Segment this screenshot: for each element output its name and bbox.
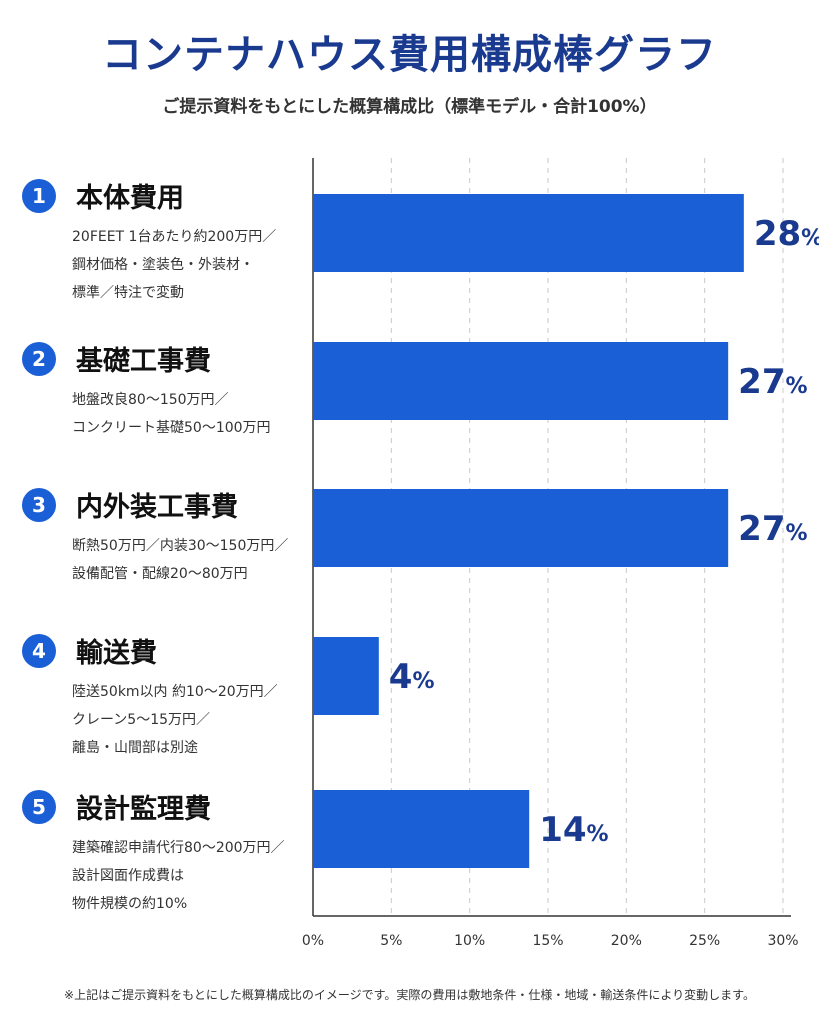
x-tick-label: 15%: [532, 933, 563, 949]
category-description: 20FEET 1台あたり約200万円／ 鋼材価格・塗装色・外装材・ 標準／特注で…: [72, 229, 277, 301]
category-description: 陸送50km以内 約10～20万円／ クレーン5～15万円／ 離島・山間部は別途: [72, 684, 278, 756]
bar: [313, 489, 729, 567]
category-name: 本体費用: [76, 183, 184, 214]
category-description: 建築確認申請代行80～200万円／ 設計図面作成費は 物件規模の約10%: [72, 840, 285, 912]
data-label: 27%: [738, 362, 807, 402]
chart-title: コンテナハウス費用構成棒グラフ: [102, 32, 717, 78]
category-item-1: 1 本体費用 20FEET 1台あたり約200万円／ 鋼材価格・塗装色・外装材・ …: [22, 176, 312, 307]
x-tick-label: 25%: [689, 933, 720, 949]
category-item-5: 5 設計監理費 建築確認申請代行80～200万円／ 設計図面作成費は 物件規模の約…: [22, 787, 312, 918]
category-number-badge: 4: [22, 633, 56, 668]
category-item-3: 3 内外装工事費 断熱50万円／内装30～150万円／ 設備配管・配線20～80万…: [22, 485, 312, 588]
footnote: ※上記はご提示資料をもとにした概算構成比のイメージです。実際の費用は敷地条件・仕…: [64, 988, 755, 1002]
category-name: 輸送費: [76, 638, 157, 669]
bar: [313, 790, 530, 868]
data-label: 27%: [738, 509, 807, 549]
x-tick-label: 30%: [767, 933, 798, 949]
x-tick-label: 5%: [380, 933, 402, 949]
category-name: 基礎工事費: [76, 346, 211, 377]
data-label: 4%: [389, 657, 435, 697]
category-number-badge: 2: [22, 341, 56, 376]
chart-subtitle: ご提示資料をもとにした概算構成比（標準モデル・合計100%）: [162, 97, 657, 117]
category-description: 地盤改良80～150万円／ コンクリート基礎50～100万円: [72, 392, 271, 436]
x-tick-label: 10%: [454, 933, 485, 949]
category-description: 断熱50万円／内装30～150万円／ 設備配管・配線20～80万円: [72, 538, 289, 582]
category-item-2: 2 基礎工事費 地盤改良80～150万円／ コンクリート基礎50～100万円: [22, 339, 312, 442]
category-name: 設計監理費: [76, 794, 211, 825]
bar: [313, 637, 379, 715]
x-tick-label: 0%: [302, 933, 324, 949]
bar: [313, 342, 729, 420]
x-tick-label: 20%: [611, 933, 642, 949]
data-label: 28%: [754, 214, 819, 254]
category-number-badge: 5: [22, 789, 56, 824]
category-number-badge: 1: [22, 178, 56, 213]
data-label: 14%: [539, 810, 608, 850]
category-item-4: 4 輸送費 陸送50km以内 約10～20万円／ クレーン5～15万円／ 離島・山…: [22, 631, 312, 762]
bar: [313, 194, 744, 272]
category-number-badge: 3: [22, 487, 56, 522]
category-name: 内外装工事費: [76, 492, 238, 523]
